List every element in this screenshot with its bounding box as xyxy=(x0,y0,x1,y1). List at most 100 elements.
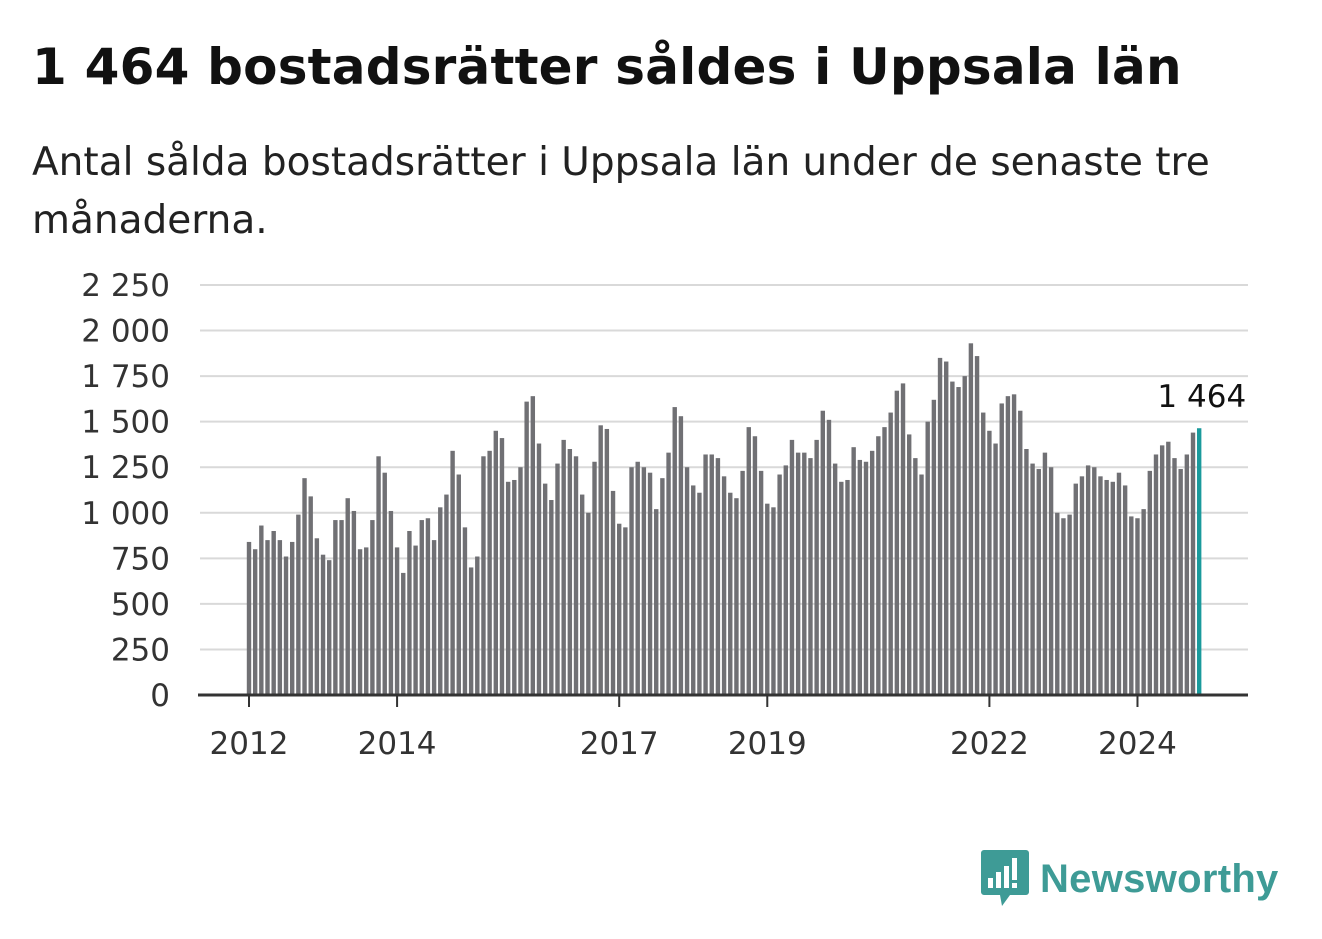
bar xyxy=(549,500,554,695)
bar xyxy=(820,410,826,695)
bar xyxy=(777,474,782,695)
bar xyxy=(931,399,937,695)
bar xyxy=(407,531,412,695)
bar xyxy=(832,463,838,695)
bar xyxy=(277,540,283,695)
bar xyxy=(555,463,560,695)
bar xyxy=(357,549,363,695)
bar xyxy=(271,531,276,695)
bar xyxy=(1030,463,1035,695)
bar xyxy=(944,361,949,695)
bar xyxy=(573,456,579,695)
x-axis-ticks: 2012 2014 2017 2019 2022 2024 xyxy=(210,695,1177,762)
bar xyxy=(925,421,930,695)
x-tick-label: 2019 xyxy=(728,726,807,762)
bar xyxy=(610,490,616,695)
bar xyxy=(734,498,739,695)
bar xyxy=(296,514,301,695)
bar xyxy=(950,381,955,695)
bar xyxy=(1135,518,1140,695)
bar xyxy=(857,459,863,695)
bar xyxy=(740,470,745,695)
bar xyxy=(339,520,344,695)
x-tick-label: 2012 xyxy=(210,726,289,762)
bar xyxy=(709,454,714,695)
bar xyxy=(715,458,721,695)
bars xyxy=(246,343,1202,695)
bar xyxy=(351,510,357,695)
bar xyxy=(413,545,418,695)
y-tick-label: 1 000 xyxy=(81,496,170,532)
bar xyxy=(783,465,788,695)
bar xyxy=(567,449,573,695)
y-tick-label: 2 000 xyxy=(81,314,170,350)
bar xyxy=(592,461,597,695)
bar xyxy=(1166,441,1171,695)
bar xyxy=(894,390,900,695)
bar xyxy=(746,427,751,695)
bar xyxy=(1011,394,1017,695)
bar xyxy=(814,439,819,695)
bar xyxy=(863,461,869,695)
bar xyxy=(419,520,424,695)
bar xyxy=(259,525,264,695)
bar xyxy=(536,443,542,695)
bar xyxy=(691,485,696,695)
bar xyxy=(623,527,628,695)
brand-name: Newsworthy xyxy=(1040,856,1279,901)
bar xyxy=(1190,432,1196,695)
bar xyxy=(684,467,690,695)
bar xyxy=(481,456,486,695)
bar xyxy=(598,425,603,695)
bar xyxy=(641,467,647,695)
chart-subtitle: Antal sålda bostadsrätter i Uppsala län … xyxy=(32,140,1210,243)
bar xyxy=(1104,479,1109,695)
bar xyxy=(524,401,529,695)
brand: Newsworthy xyxy=(980,848,1279,910)
bar xyxy=(882,427,887,695)
bar xyxy=(1153,454,1159,695)
bar xyxy=(1018,410,1023,695)
annotation-label: 1 464 xyxy=(1157,379,1246,415)
bar xyxy=(252,549,258,695)
bar xyxy=(1079,476,1085,695)
bar xyxy=(1042,452,1048,695)
bar xyxy=(333,520,338,695)
bar xyxy=(1147,470,1153,695)
bar xyxy=(1005,396,1011,695)
bar xyxy=(937,357,943,695)
bar xyxy=(981,412,986,695)
bar xyxy=(1098,476,1103,695)
bar xyxy=(376,456,381,695)
bar xyxy=(999,403,1004,695)
bar xyxy=(302,478,307,695)
bar xyxy=(962,376,967,695)
bar xyxy=(401,572,406,695)
bar xyxy=(487,450,492,695)
bar xyxy=(1184,454,1190,695)
bar xyxy=(1129,516,1134,695)
bar xyxy=(1036,469,1041,695)
bar xyxy=(382,472,387,695)
y-tick-label: 250 xyxy=(111,632,170,668)
bar xyxy=(752,436,758,695)
y-tick-label: 750 xyxy=(111,541,170,577)
y-tick-label: 500 xyxy=(111,587,170,623)
bar xyxy=(1061,518,1066,695)
bar xyxy=(993,443,998,695)
bar xyxy=(728,492,733,695)
bar xyxy=(1159,445,1165,695)
bar xyxy=(839,481,844,695)
bar xyxy=(900,383,906,695)
x-tick-label: 2017 xyxy=(580,726,659,762)
bar xyxy=(394,547,400,695)
bar xyxy=(771,507,776,695)
bar xyxy=(579,494,585,695)
bar xyxy=(987,430,992,695)
bar xyxy=(542,483,548,695)
bar xyxy=(518,467,523,695)
bar xyxy=(438,507,443,695)
x-tick-label: 2014 xyxy=(358,726,437,762)
bar xyxy=(604,428,610,695)
